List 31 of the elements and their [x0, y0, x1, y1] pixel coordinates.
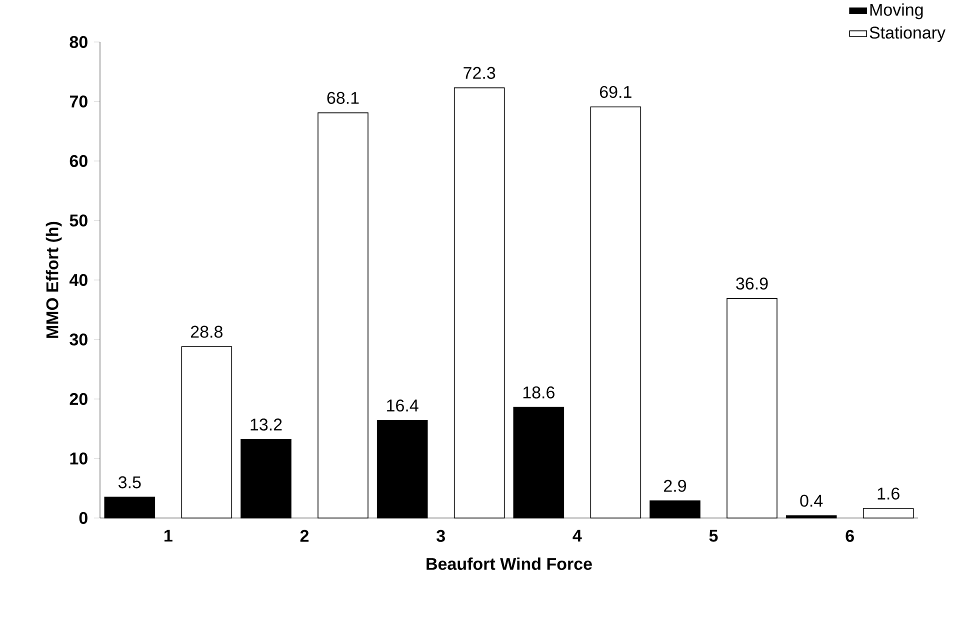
x-axis-title: Beaufort Wind Force [426, 557, 592, 570]
x-tick-label: 2 [300, 530, 309, 542]
y-tick-label: 70 [70, 95, 88, 108]
y-tick-label: 10 [70, 452, 88, 465]
data-label: 68.1 [327, 92, 359, 104]
data-label: 3.5 [118, 476, 141, 488]
data-label: 0.4 [800, 494, 823, 507]
legend-label: Moving [870, 3, 923, 20]
data-label: 69.1 [600, 86, 632, 98]
y-tick-label: 60 [70, 154, 88, 168]
x-tick-label: 3 [436, 530, 445, 542]
data-label: 28.8 [190, 326, 222, 338]
x-tick-label: 6 [846, 530, 854, 542]
y-tick-label: 0 [79, 512, 88, 524]
y-tick-label: 40 [69, 274, 88, 286]
data-label: 2.9 [664, 480, 686, 492]
y-tick-label: 30 [70, 333, 88, 346]
x-tick-label: 5 [709, 530, 718, 542]
data-label: 18.6 [523, 386, 554, 398]
data-label: 1.6 [878, 488, 900, 500]
y-axis-title: MMO Effort (h) [46, 222, 62, 338]
x-tick-label: 4 [572, 530, 582, 542]
data-label: 13.2 [250, 418, 282, 431]
legend-label: Stationary [870, 26, 946, 42]
x-tick-label: 1 [164, 530, 172, 542]
y-tick-label: 50 [70, 214, 88, 227]
y-tick-label: 20 [70, 392, 88, 406]
y-tick-label: 80 [70, 36, 88, 48]
data-label: 72.3 [464, 66, 496, 79]
data-label: 16.4 [387, 400, 418, 412]
data-label: 36.9 [736, 278, 768, 290]
